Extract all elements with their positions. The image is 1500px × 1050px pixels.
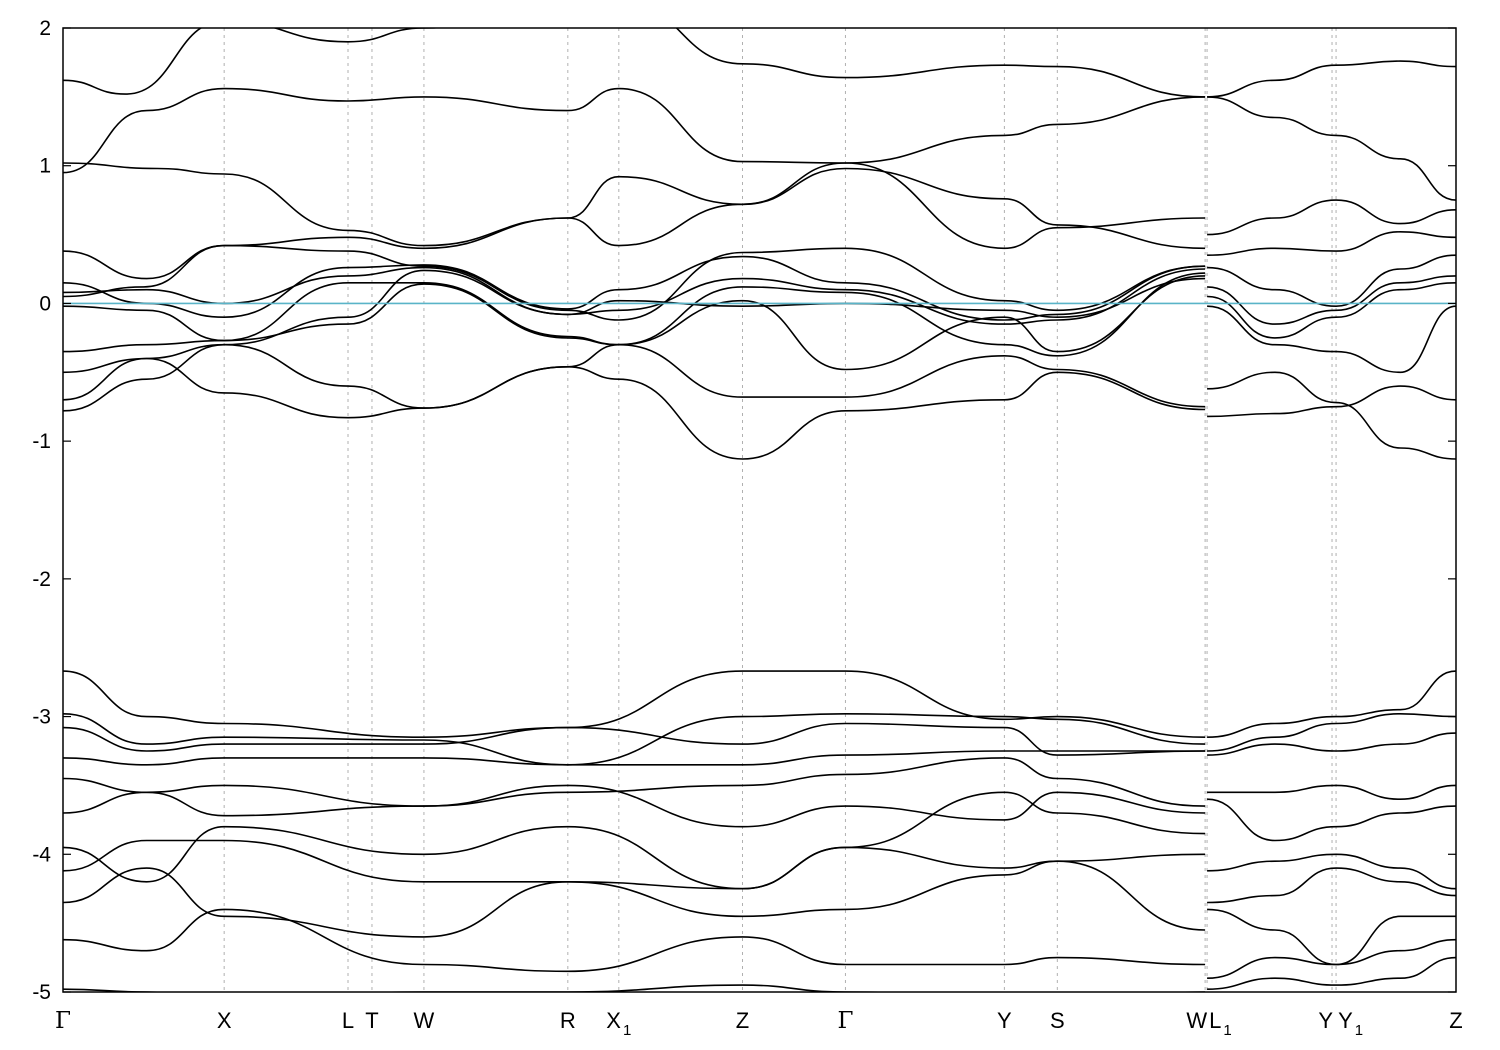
- band-38: [1207, 798, 1456, 842]
- band-11: [63, 343, 1206, 460]
- kpoint-label-T: T: [365, 1008, 378, 1033]
- band-5: [63, 244, 1206, 321]
- band-7: [63, 266, 1206, 325]
- y-tick-label: 1: [39, 155, 51, 178]
- kpoint-label-G2: Γ: [837, 1008, 853, 1034]
- band-42: [1207, 938, 1456, 979]
- y-tick-label: 2: [39, 17, 51, 40]
- band-3: [63, 28, 1206, 98]
- band-24: [63, 712, 1206, 766]
- band-16: [1207, 96, 1456, 201]
- band-4: [63, 87, 1206, 250]
- band-22: [1207, 385, 1456, 418]
- kpoint-label-X: X: [217, 1008, 232, 1033]
- band-12: [63, 269, 1206, 412]
- y-tick-label: 0: [39, 292, 51, 315]
- band-10: [63, 343, 1206, 419]
- band-20: [1207, 305, 1456, 374]
- kpoint-label-R: R: [560, 1008, 576, 1033]
- band-31: [63, 860, 1206, 938]
- band-34: [1207, 670, 1456, 738]
- kpoint-label-W2: W: [1186, 1008, 1207, 1033]
- kpoint-label-L: L: [342, 1008, 354, 1033]
- band-2: [63, 162, 1206, 250]
- band-25: [63, 722, 1206, 756]
- band-9: [63, 272, 1206, 357]
- plot-frame: [62, 27, 1457, 993]
- high-symmetry-grid: [223, 28, 1337, 992]
- kpoint-label-Z: Z: [736, 1008, 749, 1033]
- band-1: [63, 96, 1206, 298]
- kpoint-label-Y2: Y: [1318, 1008, 1333, 1033]
- kpoint-label-W: W: [414, 1008, 435, 1033]
- band-28: [63, 784, 1206, 828]
- band-27: [63, 757, 1206, 807]
- band-18: [1207, 275, 1456, 325]
- band-29: [63, 825, 1206, 890]
- band-33: [63, 984, 1206, 992]
- band-23: [63, 670, 1206, 739]
- kpoint-label-Z2: Z: [1449, 1008, 1462, 1033]
- band-43: [1207, 956, 1456, 990]
- band-36: [1207, 732, 1456, 756]
- y-tick-label: -4: [32, 843, 51, 866]
- band-37: [1207, 784, 1456, 801]
- band-lines: [63, 28, 1456, 992]
- band-17: [1207, 254, 1456, 308]
- band-13: [1207, 199, 1456, 236]
- band-39: [1207, 853, 1456, 890]
- y-tick-label: -1: [32, 430, 51, 453]
- band-19: [1207, 282, 1456, 339]
- band-21: [1207, 371, 1456, 460]
- band-32: [63, 908, 1206, 973]
- y-tick-label: -2: [32, 568, 51, 591]
- band-40: [1207, 867, 1456, 904]
- band-35: [1207, 712, 1456, 752]
- band-26: [63, 750, 1206, 766]
- y-tick-label: -5: [32, 981, 51, 1004]
- band-6: [63, 255, 1206, 321]
- band-14: [1207, 230, 1456, 256]
- kpoint-label-Y: Y: [997, 1008, 1012, 1033]
- y-tick-label: -3: [32, 706, 51, 729]
- y-axis-ticks: -5 -4 -3 -2 -1 0 1 2: [32, 17, 1456, 1004]
- kpoint-label-G1: Γ: [55, 1008, 71, 1034]
- kpoint-label-S: S: [1050, 1008, 1065, 1033]
- band-30: [63, 791, 1206, 890]
- band-15: [1207, 60, 1456, 98]
- band-8: [63, 275, 1206, 371]
